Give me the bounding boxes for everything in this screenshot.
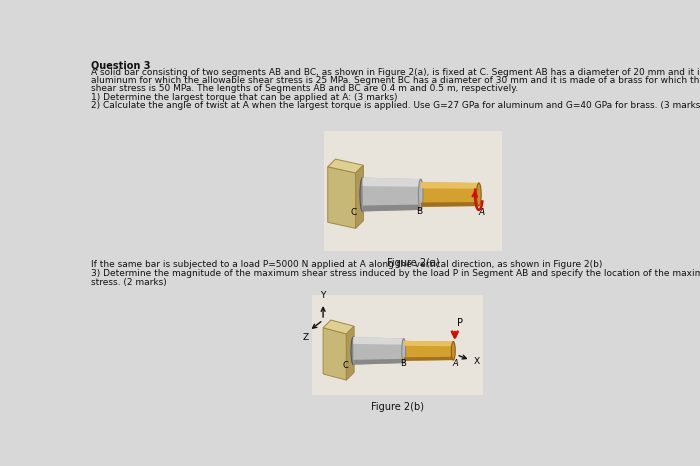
Text: C: C xyxy=(342,361,349,370)
Text: shear stress is 50 MPa. The lengths of Segments AB and BC are 0.4 m and 0.5 m, r: shear stress is 50 MPa. The lengths of S… xyxy=(92,83,519,93)
Ellipse shape xyxy=(351,337,356,365)
Text: A solid bar consisting of two segments AB and BC, as shown in Figure 2(a), is fi: A solid bar consisting of two segments A… xyxy=(92,68,700,77)
Text: C: C xyxy=(350,207,356,217)
Polygon shape xyxy=(404,341,454,361)
Text: Question 3: Question 3 xyxy=(92,61,151,70)
Text: A: A xyxy=(479,207,485,217)
Polygon shape xyxy=(421,182,479,189)
Text: B: B xyxy=(400,359,406,368)
Polygon shape xyxy=(354,337,404,345)
Text: Figure 2(a): Figure 2(a) xyxy=(386,258,440,267)
Polygon shape xyxy=(363,205,421,212)
Polygon shape xyxy=(346,326,354,380)
Text: stress. (2 marks): stress. (2 marks) xyxy=(92,279,167,288)
Polygon shape xyxy=(328,167,356,228)
Text: Y: Y xyxy=(321,291,326,300)
Ellipse shape xyxy=(452,342,455,360)
Text: aluminum for which the allowable shear stress is 25 MPa. Segment BC has a diamet: aluminum for which the allowable shear s… xyxy=(92,76,700,85)
Ellipse shape xyxy=(360,178,365,212)
Polygon shape xyxy=(323,320,354,334)
Text: A: A xyxy=(452,359,458,368)
Polygon shape xyxy=(404,357,454,361)
Ellipse shape xyxy=(402,338,405,363)
Ellipse shape xyxy=(477,183,481,206)
Polygon shape xyxy=(363,178,421,187)
Polygon shape xyxy=(421,182,479,207)
Text: P: P xyxy=(457,318,463,328)
Text: 3) Determine the magnitude of the maximum shear stress induced by the load P in : 3) Determine the magnitude of the maximu… xyxy=(92,269,700,278)
Polygon shape xyxy=(404,341,454,346)
Polygon shape xyxy=(421,202,479,207)
Text: B: B xyxy=(416,207,422,216)
Text: Figure 2(b): Figure 2(b) xyxy=(371,403,424,412)
Bar xyxy=(312,295,483,395)
Ellipse shape xyxy=(419,179,423,210)
Text: If the same bar is subjected to a load P=5000 N applied at A along the vertical : If the same bar is subjected to a load P… xyxy=(92,260,603,269)
Text: X: X xyxy=(473,357,480,366)
Polygon shape xyxy=(323,328,346,380)
Text: 1) Determine the largest torque that can be applied at A: (3 marks): 1) Determine the largest torque that can… xyxy=(92,93,398,102)
Polygon shape xyxy=(363,178,421,212)
Polygon shape xyxy=(354,337,404,365)
Polygon shape xyxy=(354,359,404,365)
Polygon shape xyxy=(356,165,363,228)
Bar xyxy=(324,131,502,251)
Text: 2) Calculate the angle of twist at A when the largest torque is applied. Use G=2: 2) Calculate the angle of twist at A whe… xyxy=(92,101,700,110)
Polygon shape xyxy=(328,159,363,173)
Text: Z: Z xyxy=(303,333,309,342)
